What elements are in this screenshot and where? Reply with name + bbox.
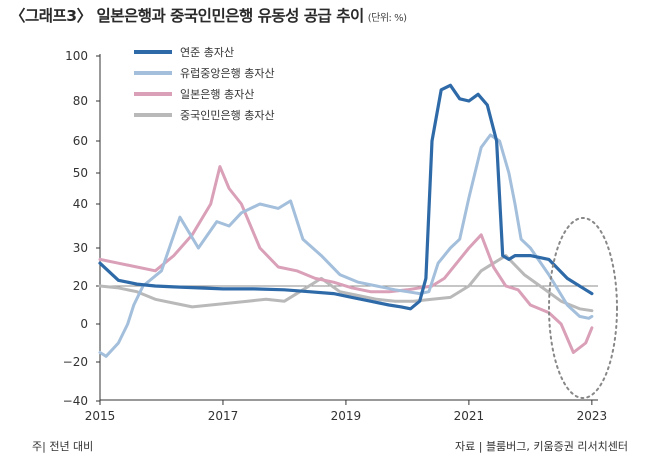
series-line — [98, 254, 594, 313]
x-tick-label: 2019 — [331, 409, 362, 423]
y-tick-label: −40 — [63, 394, 88, 408]
y-tick-label: 50 — [73, 166, 88, 180]
x-tick-label: 2021 — [454, 409, 485, 423]
x-tick-label: 2023 — [577, 409, 608, 423]
y-tick-label: 20 — [73, 279, 88, 293]
y-tick-label: 80 — [73, 94, 88, 108]
y-tick-label: 30 — [73, 241, 88, 255]
legend-label: 유럽중앙은행 총자산 — [180, 66, 275, 80]
footnote: 주| 전년 대비 — [32, 440, 94, 453]
unit-label: (단위: %) — [367, 13, 407, 24]
series-line — [98, 133, 594, 358]
highlight-ellipse — [548, 217, 618, 399]
source-note: 자료 | 블룸버그, 키움증권 리서치센터 — [455, 440, 628, 453]
series-layer — [98, 83, 594, 358]
legend-label: 연준 총자산 — [180, 46, 234, 59]
y-tick-label: 100 — [65, 49, 88, 63]
series-line — [98, 83, 594, 311]
chart-title: 〈그래프3〉 일본은행과 중국인민은행 유동성 공급 추이 (단위: %) — [10, 4, 407, 26]
annotation-layer — [548, 217, 618, 399]
series-line — [98, 165, 594, 354]
chart-title-text: 〈그래프3〉 일본은행과 중국인민은행 유동성 공급 추이 — [10, 7, 364, 25]
x-tick-label: 2015 — [85, 409, 116, 423]
y-tick-label: 60 — [73, 134, 88, 148]
legend-label: 중국인민은행 총자산 — [180, 109, 275, 122]
y-tick-label: 40 — [73, 197, 88, 211]
x-tick-label: 2017 — [208, 409, 239, 423]
y-tick-label: −20 — [63, 355, 88, 369]
legend-label: 일본은행 총자산 — [180, 87, 254, 101]
y-tick-label: 0 — [80, 317, 88, 331]
